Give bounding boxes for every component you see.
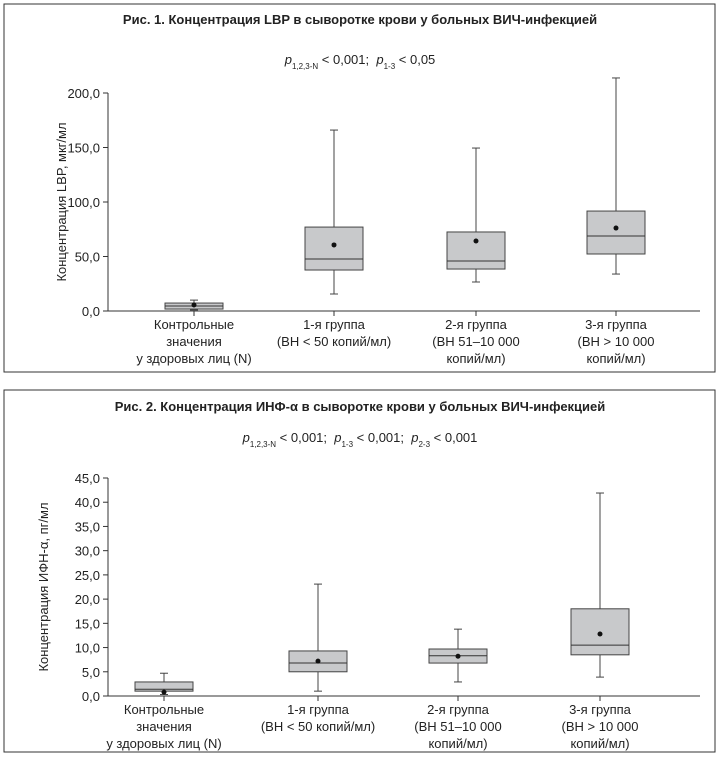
- chart-title: Рис. 2. Концентрация ИНФ-α в сыворотке к…: [115, 399, 606, 414]
- x-tick-label: Контрольные: [154, 317, 234, 332]
- y-tick-label: 10,0: [75, 641, 100, 656]
- y-tick-label: 150,0: [67, 141, 100, 156]
- y-axis-label: Концентрация LBP, мкг/мл: [54, 122, 69, 281]
- x-tick-label: копий/мл): [570, 736, 629, 751]
- x-tick-label: (ВН 51–10 000: [432, 334, 519, 349]
- y-tick-label: 200,0: [67, 86, 100, 101]
- y-tick-label: 0,0: [82, 689, 100, 704]
- x-tick-label: 1-я группа: [303, 317, 366, 332]
- y-tick-label: 0,0: [82, 304, 100, 319]
- p-text: < 0,001;: [353, 430, 411, 445]
- x-tick-label: копий/мл): [428, 736, 487, 751]
- mean-point: [331, 242, 337, 248]
- p-text: < 0,001: [430, 430, 477, 445]
- mean-point: [315, 658, 321, 664]
- box: [446, 231, 506, 270]
- y-tick-label: 100,0: [67, 195, 100, 210]
- x-tick-label: 2-я группа: [427, 702, 490, 717]
- p-text: < 0,05: [395, 52, 435, 67]
- mean-point: [473, 238, 479, 244]
- p-text: < 0,001;: [318, 52, 376, 67]
- x-tick-label: копий/мл): [446, 351, 505, 366]
- mean-point: [455, 653, 461, 659]
- y-tick-label: 5,0: [82, 665, 100, 680]
- y-tick-label: 40,0: [75, 495, 100, 510]
- x-tick-label: значения: [166, 334, 222, 349]
- x-tick-label: копий/мл): [586, 351, 645, 366]
- x-tick-label: Контрольные: [124, 702, 204, 717]
- mean-point: [161, 689, 167, 695]
- p-subscript: 2-3: [418, 440, 430, 449]
- subtitle: p1,2,3-N < 0,001; p1-3 < 0,05: [284, 52, 436, 71]
- p-text: < 0,001;: [276, 430, 334, 445]
- subtitle: p1,2,3-N < 0,001; p1-3 < 0,001; p2-3 < 0…: [242, 430, 478, 449]
- x-tick-label: (ВН < 50 копий/мл): [277, 334, 391, 349]
- y-tick-label: 20,0: [75, 592, 100, 607]
- y-tick-label: 25,0: [75, 568, 100, 583]
- p-symbol: p: [333, 430, 341, 445]
- y-tick-label: 15,0: [75, 616, 100, 631]
- frame: [3, 3, 716, 373]
- x-tick-label: 1-я группа: [287, 702, 350, 717]
- p-subscript: 1-3: [384, 62, 396, 71]
- x-tick-label: (ВН > 10 000: [562, 719, 639, 734]
- x-tick-label: у здоровых лиц (N): [136, 351, 251, 366]
- y-tick-label: 35,0: [75, 519, 100, 534]
- mean-point: [597, 631, 603, 637]
- box: [586, 210, 646, 255]
- y-tick-label: 30,0: [75, 544, 100, 559]
- x-tick-label: (ВН < 50 копий/мл): [261, 719, 375, 734]
- p-symbol: p: [410, 430, 418, 445]
- y-axis-label: Концентрация ИФН-α, пг/мл: [36, 502, 51, 671]
- p-subscript: 1,2,3-N: [250, 440, 276, 449]
- frame: [3, 389, 716, 753]
- x-tick-label: значения: [136, 719, 192, 734]
- x-tick-label: 2-я группа: [445, 317, 508, 332]
- chart-title: Рис. 1. Концентрация LBP в сыворотке кро…: [123, 12, 597, 27]
- p-subscript: 1-3: [341, 440, 353, 449]
- x-tick-label: 3-я группа: [569, 702, 632, 717]
- mean-point: [613, 225, 619, 231]
- p-subscript: 1,2,3-N: [292, 62, 318, 71]
- p-symbol: p: [375, 52, 383, 67]
- box: [304, 226, 364, 271]
- x-tick-label: у здоровых лиц (N): [106, 736, 221, 751]
- y-tick-label: 45,0: [75, 471, 100, 486]
- p-symbol: p: [284, 52, 292, 67]
- y-tick-label: 50,0: [75, 250, 100, 265]
- x-tick-label: 3-я группа: [585, 317, 648, 332]
- x-tick-label: (ВН 51–10 000: [414, 719, 501, 734]
- x-tick-label: (ВН > 10 000: [578, 334, 655, 349]
- p-symbol: p: [242, 430, 250, 445]
- mean-point: [191, 302, 197, 308]
